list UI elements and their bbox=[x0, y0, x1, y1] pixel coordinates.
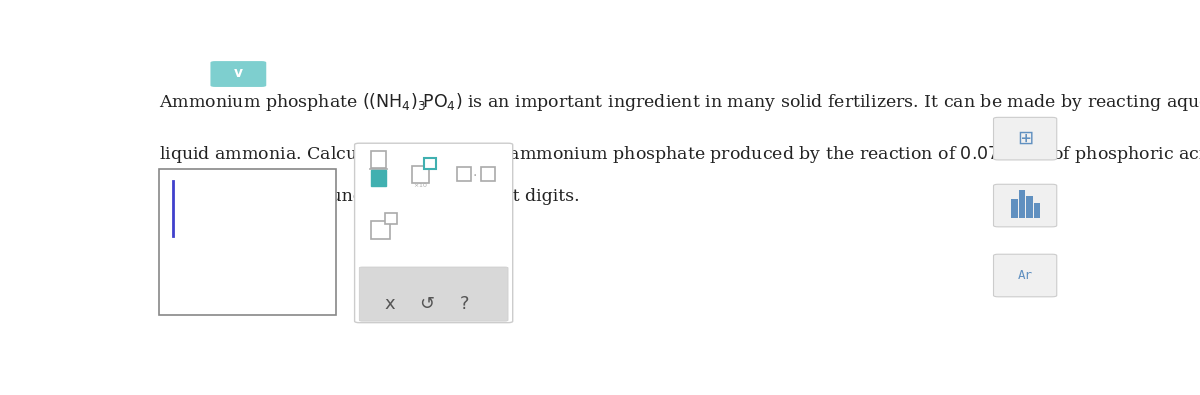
Text: ?: ? bbox=[460, 295, 469, 313]
Bar bbox=[413, 166, 430, 183]
FancyBboxPatch shape bbox=[355, 143, 512, 323]
Text: $\times$10: $\times$10 bbox=[413, 181, 428, 189]
Text: ⊞: ⊞ bbox=[1016, 129, 1033, 148]
Text: if necessary, and round it to 2 significant digits.: if necessary, and round it to 2 signific… bbox=[160, 188, 580, 205]
FancyBboxPatch shape bbox=[994, 184, 1057, 227]
Text: x: x bbox=[385, 295, 395, 313]
Text: $\cdot$: $\cdot$ bbox=[472, 167, 478, 181]
Bar bbox=[1012, 199, 1018, 218]
FancyBboxPatch shape bbox=[210, 61, 266, 87]
Bar bbox=[160, 169, 336, 315]
Bar bbox=[385, 213, 397, 224]
Bar bbox=[457, 167, 470, 181]
Bar bbox=[371, 170, 386, 186]
Text: Ar: Ar bbox=[1018, 269, 1033, 282]
Bar bbox=[1019, 190, 1025, 218]
Text: v: v bbox=[234, 66, 242, 80]
Bar bbox=[481, 167, 496, 181]
FancyBboxPatch shape bbox=[994, 117, 1057, 160]
FancyBboxPatch shape bbox=[359, 267, 508, 321]
Bar bbox=[425, 158, 437, 169]
Text: liquid ammonia. Calculate the moles of ammonium phosphate produced by the reacti: liquid ammonia. Calculate the moles of a… bbox=[160, 143, 1200, 165]
Text: ↺: ↺ bbox=[420, 295, 434, 313]
Bar bbox=[371, 221, 390, 239]
FancyBboxPatch shape bbox=[994, 254, 1057, 297]
Bar bbox=[1026, 196, 1032, 218]
Bar bbox=[1033, 203, 1040, 218]
Text: Ammonium phosphate $\left(\left(\mathrm{NH_4}\right)_3\!\mathrm{PO_4}\right)$ is: Ammonium phosphate $\left(\left(\mathrm{… bbox=[160, 91, 1200, 113]
Bar bbox=[371, 151, 386, 167]
